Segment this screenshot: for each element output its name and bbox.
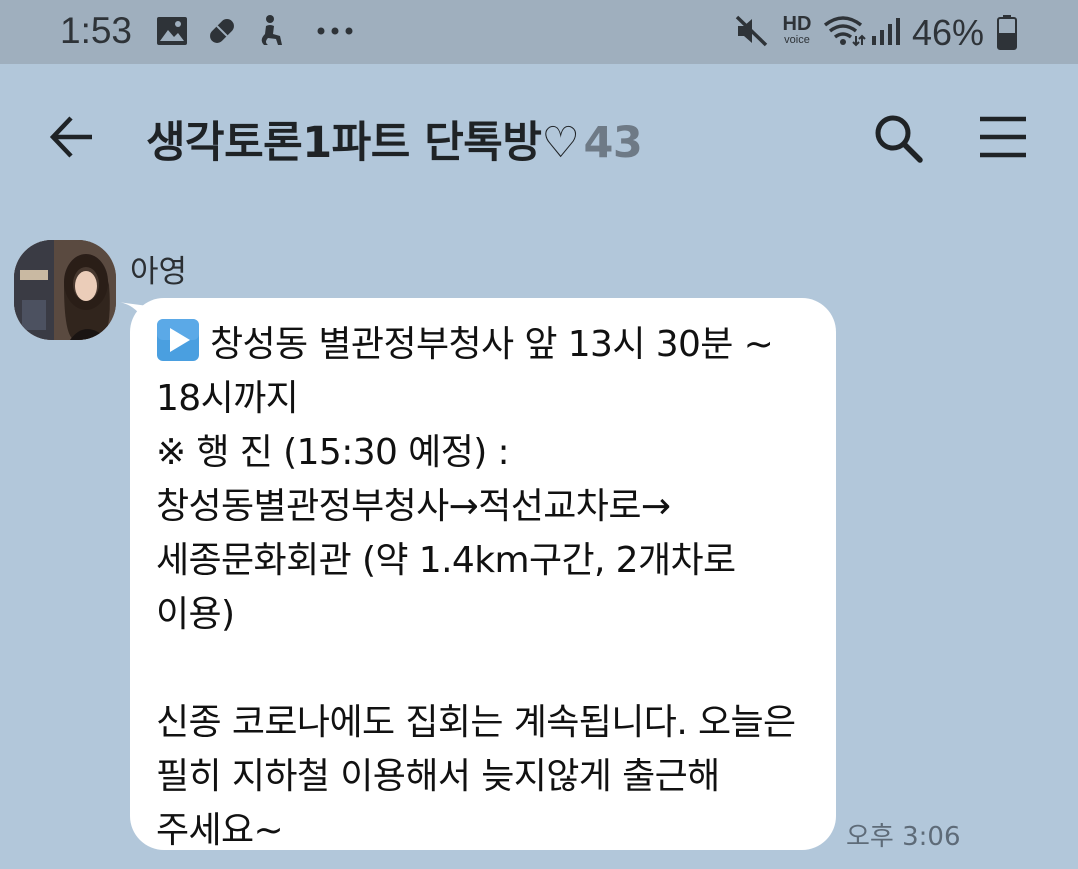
message-text: 창성동 별관정부청사 앞 13시 30분 ~ 18시까지 ※ 행 진 (15:3… [156, 318, 816, 858]
menu-icon[interactable] [978, 114, 1028, 160]
chat-title: 생각토론1파트 단톡방♡43 [146, 108, 643, 170]
signal-icon [872, 18, 900, 45]
accessibility-icon [261, 15, 282, 45]
avatar-photo [14, 240, 116, 340]
image-icon [157, 17, 187, 45]
search-icon[interactable] [870, 110, 926, 166]
status-bar: 1:53 HD voice 46 [0, 0, 1078, 64]
sender-name: 아영 [130, 254, 188, 290]
back-arrow-icon[interactable] [48, 112, 98, 162]
mute-icon [735, 15, 768, 47]
voice-label: voice [784, 34, 810, 46]
chat-header: 생각토론1파트 단톡방♡43 [0, 64, 1078, 204]
hd-label: HD [782, 13, 812, 35]
message-body: ※ 행 진 (15:30 예정) : 창성동별관정부청사→적선교차로→세종문화회… [156, 432, 796, 851]
sender-avatar[interactable] [14, 240, 116, 340]
message-first-line: 창성동 별관정부청사 앞 13시 30분 ~ 18시까지 [156, 324, 785, 419]
message-bubble[interactable] [130, 298, 836, 850]
play-button-icon [157, 319, 199, 361]
member-count: 43 [583, 118, 643, 168]
more-dots-icon [317, 27, 353, 35]
hd-voice-icon: HD voice [777, 14, 817, 48]
battery-percent: 46% [912, 12, 985, 53]
wifi-icon [823, 16, 866, 47]
status-time: 1:53 [60, 10, 133, 51]
message-time: 오후 3:06 [846, 822, 961, 852]
battery-icon [997, 15, 1017, 50]
pill-icon [210, 19, 234, 43]
chat-title-text: 생각토론1파트 단톡방♡ [146, 118, 580, 168]
